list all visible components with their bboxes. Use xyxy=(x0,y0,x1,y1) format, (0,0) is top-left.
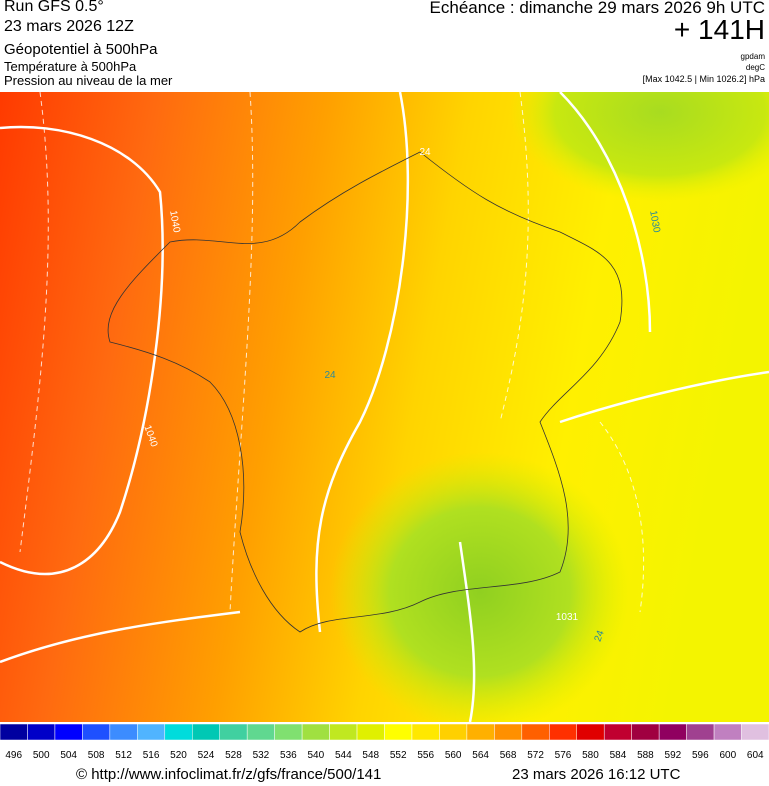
scale-cell xyxy=(603,723,632,741)
scale-cell xyxy=(494,723,523,741)
scale-cell xyxy=(109,723,138,741)
scale-label: 564 xyxy=(472,750,489,761)
source-url: © http://www.infoclimat.fr/z/gfs/france/… xyxy=(76,766,382,783)
unit: gpdam xyxy=(740,52,765,61)
scale-cell xyxy=(301,723,330,741)
scale-cell xyxy=(631,723,660,741)
scale-label: 496 xyxy=(5,750,22,761)
contour-label: 24 xyxy=(324,370,336,381)
field: Pression au niveau de la mer xyxy=(4,73,173,88)
scale-label: 592 xyxy=(665,750,682,761)
scale-cell xyxy=(741,723,769,741)
field: Température à 500hPa xyxy=(4,59,137,74)
scale-cell xyxy=(713,723,742,741)
scale-label: 544 xyxy=(335,750,352,761)
scale-cell xyxy=(658,723,687,741)
pressure-range: [Max 1042.5 | Min 1026.2] hPa xyxy=(642,74,765,84)
run: Run GFS 0.5° xyxy=(4,0,104,15)
contour-label: 1031 xyxy=(556,612,579,623)
scale-cell xyxy=(439,723,468,741)
scale-label: 560 xyxy=(445,750,462,761)
scale-cell xyxy=(576,723,605,741)
scale-cell xyxy=(219,723,248,741)
scale-cell xyxy=(274,723,303,741)
scale-label: 552 xyxy=(390,750,407,761)
scale-cell xyxy=(686,723,715,741)
scale-label: 596 xyxy=(692,750,709,761)
color-scale: 496 500 504 508 512 516 520 524 528 532 536 540 544 5… xyxy=(0,723,769,761)
scale-label: 556 xyxy=(417,750,434,761)
scale-cell xyxy=(0,723,28,741)
scale-label: 604 xyxy=(747,750,764,761)
scale-cell xyxy=(164,723,193,741)
scale-label: 504 xyxy=(60,750,77,761)
scale-label: 580 xyxy=(582,750,599,761)
scale-cell xyxy=(192,723,220,741)
contour-label: 24 xyxy=(419,147,431,158)
scale-cell xyxy=(246,723,275,741)
contour-label: 24 xyxy=(593,629,607,644)
unit: degC xyxy=(745,63,765,72)
scale-cell xyxy=(356,723,385,741)
scale-label: 524 xyxy=(198,750,215,761)
scale-cell xyxy=(137,723,166,741)
lead-time: + 141H xyxy=(673,14,765,45)
scale-label: 512 xyxy=(115,750,132,761)
scale-cell xyxy=(466,723,495,741)
scale-cell xyxy=(329,723,358,741)
scale-label: 516 xyxy=(143,750,160,761)
scale-label: 532 xyxy=(253,750,270,761)
run-date: 23 mars 2026 12Z xyxy=(4,18,134,35)
scale-label: 536 xyxy=(280,750,297,761)
scale-label: 548 xyxy=(362,750,379,761)
scale-cell xyxy=(27,723,56,741)
scale-cell xyxy=(82,723,111,741)
scale-cell xyxy=(384,723,413,741)
scale-cell xyxy=(549,723,577,741)
scale-label: 576 xyxy=(555,750,572,761)
scale-label: 588 xyxy=(637,750,654,761)
scale-label: 520 xyxy=(170,750,187,761)
contour-label: 1030 xyxy=(647,210,662,234)
scale-label: 508 xyxy=(88,750,105,761)
scale-label: 540 xyxy=(307,750,324,761)
scale-cell xyxy=(411,723,440,741)
scale-label: 572 xyxy=(527,750,544,761)
scale-cell xyxy=(54,723,83,741)
contour-label: 1040 xyxy=(167,210,182,234)
scale-label: 528 xyxy=(225,750,242,761)
scale-cell xyxy=(521,723,550,741)
valid-time: Echéance : dimanche 29 mars 2026 9h UTC xyxy=(429,0,765,17)
generated-time: 23 mars 2026 16:12 UTC xyxy=(512,766,681,783)
scale-label: 568 xyxy=(500,750,517,761)
scale-label: 584 xyxy=(610,750,627,761)
scale-label: 600 xyxy=(719,750,736,761)
scale-label: 500 xyxy=(33,750,50,761)
field: Géopotentiel à 500hPa xyxy=(4,41,158,58)
